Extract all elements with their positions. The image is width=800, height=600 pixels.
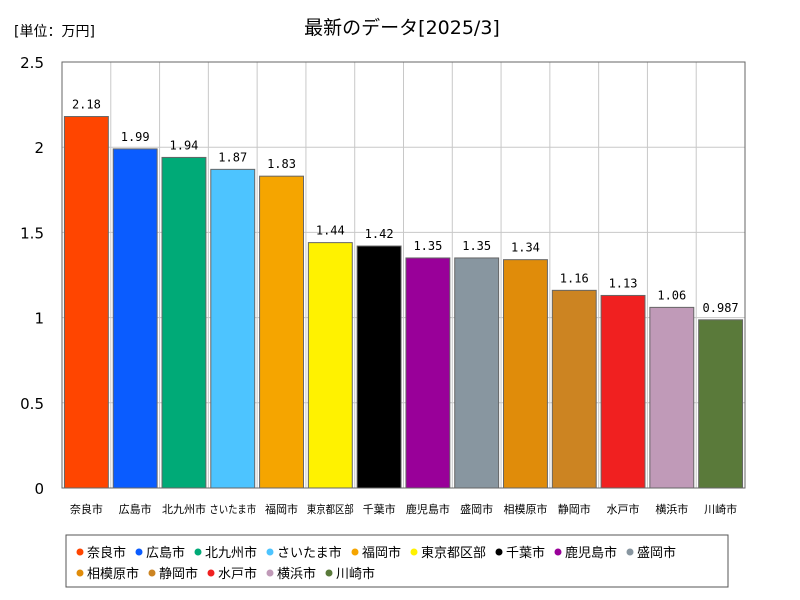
data-label: 1.16 [560, 271, 589, 285]
legend-marker [325, 569, 333, 577]
legend-entry: 鹿児島市 [565, 545, 617, 561]
legend-entry: さいたま市 [277, 545, 342, 561]
legend-entry: 千葉市 [506, 545, 545, 561]
data-label: 1.99 [121, 130, 150, 144]
x-tick-label: 静岡市 [558, 502, 591, 516]
bar [161, 156, 207, 489]
bar [600, 294, 646, 489]
x-tick-label: 盛岡市 [460, 502, 493, 516]
legend-marker [554, 548, 562, 556]
data-label: 1.83 [267, 157, 296, 171]
legend-entry: 横浜市 [277, 566, 316, 582]
legend-marker [194, 548, 202, 556]
legend-entry: 川崎市 [336, 566, 375, 582]
bar [259, 175, 304, 489]
data-label: 1.13 [609, 276, 638, 290]
x-tick-label: 東京都区部 [307, 502, 354, 516]
legend-entry: 静岡市 [159, 566, 198, 582]
bar [405, 257, 451, 489]
legend-entry: 水戸市 [218, 566, 257, 582]
data-label: 2.18 [72, 98, 101, 112]
legend-entry: 北九州市 [205, 545, 257, 561]
legend-marker [626, 548, 634, 556]
y-tick-label: 2.5 [20, 54, 44, 72]
x-tick-label: 奈良市 [70, 502, 103, 516]
x-tick-label: 千葉市 [363, 502, 396, 516]
bar [356, 245, 402, 489]
bars [63, 116, 744, 489]
legend-marker [351, 548, 359, 556]
legend-marker [76, 569, 84, 577]
bar [454, 257, 500, 489]
bar [112, 148, 158, 489]
legend-marker [148, 569, 156, 577]
x-axis-ticks: 奈良市 広島市 北九州市 さいたま市 福岡市 東京都区部 千葉市 鹿児島市 盛岡市 相模原市 静岡市… [70, 502, 737, 516]
bar [698, 319, 744, 489]
x-tick-label: 北九州市 [162, 502, 206, 516]
y-tick-label: 1.5 [20, 224, 44, 242]
legend-marker [266, 569, 274, 577]
data-label: 1.34 [511, 241, 540, 255]
y-tick-label: 2 [34, 139, 44, 157]
legend-marker [495, 548, 503, 556]
value-labels: 2.18 1.99 1.94 1.87 1.83 1.44 1.42 1.35 1.35 1.34… [72, 98, 739, 315]
legend-entry: 広島市 [146, 545, 185, 561]
data-label: 1.44 [316, 224, 345, 238]
data-label: 1.35 [462, 239, 491, 253]
x-tick-label: さいたま市 [209, 502, 256, 516]
y-axis-ticks: 0 0.5 1 1.5 2 2.5 [20, 54, 44, 498]
legend-entry: 相模原市 [87, 566, 139, 582]
data-label: 1.42 [365, 227, 394, 241]
legend-entry: 東京都区部 [421, 545, 486, 561]
x-tick-label: 鹿児島市 [406, 502, 450, 516]
x-tick-label: 水戸市 [607, 502, 640, 516]
bar [307, 242, 353, 489]
data-label: 1.87 [218, 150, 247, 164]
legend-box [65, 534, 729, 588]
x-tick-label: 横浜市 [655, 502, 688, 516]
legend-marker [266, 548, 274, 556]
bar [63, 116, 109, 489]
data-label: 1.94 [170, 138, 199, 152]
data-label: 0.987 [703, 301, 739, 315]
y-tick-label: 0.5 [20, 395, 44, 413]
x-tick-label: 川崎市 [704, 502, 737, 516]
bar [503, 259, 548, 489]
grid [62, 62, 745, 488]
y-tick-label: 1 [34, 310, 44, 328]
x-tick-label: 広島市 [119, 502, 152, 516]
y-tick-label: 0 [34, 480, 44, 498]
legend-marker [207, 569, 215, 577]
bar [649, 306, 695, 489]
legend-entry: 福岡市 [362, 545, 401, 561]
x-tick-label: 相模原市 [503, 502, 547, 516]
data-label: 1.06 [657, 288, 686, 302]
x-tick-label: 福岡市 [265, 502, 298, 516]
legend-marker [135, 548, 143, 556]
bar [551, 289, 597, 489]
legend-entry: 盛岡市 [637, 545, 676, 561]
legend-entry: 奈良市 [87, 545, 126, 561]
bar [210, 168, 256, 489]
legend-marker [76, 548, 84, 556]
legend-marker [410, 548, 418, 556]
data-label: 1.35 [413, 239, 442, 253]
plot-frame [61, 61, 746, 489]
chart-title: 最新のデータ[2025/3] [304, 17, 500, 39]
unit-label: [単位：万円] [14, 24, 95, 40]
